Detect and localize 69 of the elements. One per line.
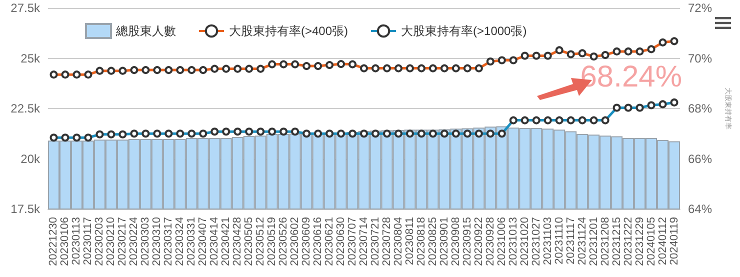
y2-tick-label: 68%	[688, 102, 712, 116]
x-tick-label: 20231027	[530, 217, 542, 266]
y-tick-label: 17.5k	[10, 202, 41, 216]
x-tick-label: 20230505	[243, 217, 256, 266]
x-tick-label: 20230901	[438, 217, 450, 266]
x-tick-label: 20230609	[300, 217, 313, 266]
annotation: 68.24%	[580, 60, 682, 94]
x-tick-label: 20230224	[128, 217, 140, 266]
x-tick-label: 20230203	[94, 217, 106, 266]
x-tick-label: 20230217	[116, 217, 129, 266]
x-tick-label: 20231020	[518, 217, 531, 266]
x-tick-label: 20230117	[82, 217, 94, 266]
x-tick-label: 20230106	[59, 217, 72, 266]
legend-label: 總股東人數	[115, 24, 176, 38]
x-tick-label: 20230602	[289, 217, 302, 266]
x-tick-label: 20230818	[415, 217, 428, 266]
y-tick-label: 27.5k	[10, 1, 41, 15]
x-tick-label: 20240119	[668, 217, 680, 266]
y-tick-label: 20k	[20, 152, 41, 166]
x-tick-label: 20230707	[346, 217, 359, 266]
x-tick-label: 20231006	[496, 217, 508, 266]
x-tick-label: 20230512	[254, 217, 267, 266]
x-tick-label: 20230519	[266, 217, 278, 266]
x-tick-label: 20230421	[220, 217, 232, 266]
x-tick-label: 20230113	[70, 217, 83, 266]
x-tick-label: 20230728	[380, 217, 393, 266]
y2-tick-label: 70%	[688, 51, 712, 66]
x-tick-label: 20231124	[576, 217, 588, 266]
legend-label: 大股東持有率(>400張)	[229, 24, 348, 38]
x-tick-label: 20230210	[105, 217, 118, 266]
x-tick-label: 20231117	[564, 217, 577, 264]
x-tick-label: 20221230	[48, 217, 60, 266]
x-tick-label: 20230324	[174, 217, 186, 266]
x-tick-label: 20230804	[392, 217, 404, 266]
x-tick-label: 20230630	[335, 217, 348, 266]
y-tick-label: 25k	[20, 51, 41, 66]
x-tick-label: 20230616	[312, 217, 324, 266]
x-tick-label: 20240105	[645, 217, 658, 266]
x-tick-label: 20230811	[404, 217, 416, 266]
x-tick-label: 20230407	[197, 217, 210, 266]
y-tick-label: 22.5k	[10, 102, 41, 116]
x-tick-label: 20230621	[324, 217, 336, 266]
x-tick-label: 20230317	[162, 217, 175, 266]
x-tick-label: 20231208	[599, 217, 612, 266]
x-tick-label: 20230526	[278, 217, 290, 266]
legend-label: 大股東持有率(>1000張)	[401, 24, 527, 38]
x-tick-label: 20230928	[484, 217, 496, 266]
x-tick-label: 20230714	[358, 217, 370, 266]
x-tick-label: 20231201	[588, 217, 600, 266]
x-tick-label: 20231103	[542, 217, 554, 266]
y2-tick-label: 72%	[688, 1, 712, 15]
y2-tick-label: 66%	[688, 152, 712, 166]
x-tick-label: 20230331	[186, 217, 198, 266]
x-tick-label: 20231110	[553, 217, 566, 264]
x-tick-label: 20230310	[151, 217, 164, 266]
x-tick-label: 20230825	[426, 217, 439, 266]
y2-tick-label: 64%	[688, 202, 712, 216]
x-tick-label: 20231222	[622, 217, 634, 266]
x-tick-label: 20231215	[610, 217, 623, 266]
x-tick-label: 20230303	[140, 217, 152, 266]
x-tick-label: 20230428	[232, 217, 244, 266]
x-tick-label: 20230915	[461, 217, 474, 266]
x-tick-label: 20240112	[656, 217, 669, 266]
x-tick-label: 20230922	[472, 217, 485, 266]
x-tick-label: 20231229	[634, 217, 646, 266]
x-tick-label: 20230721	[369, 217, 382, 266]
x-tick-label: 20231013	[507, 217, 520, 266]
x-tick-label: 20230414	[208, 217, 221, 266]
x-tick-label: 20230908	[450, 217, 462, 266]
